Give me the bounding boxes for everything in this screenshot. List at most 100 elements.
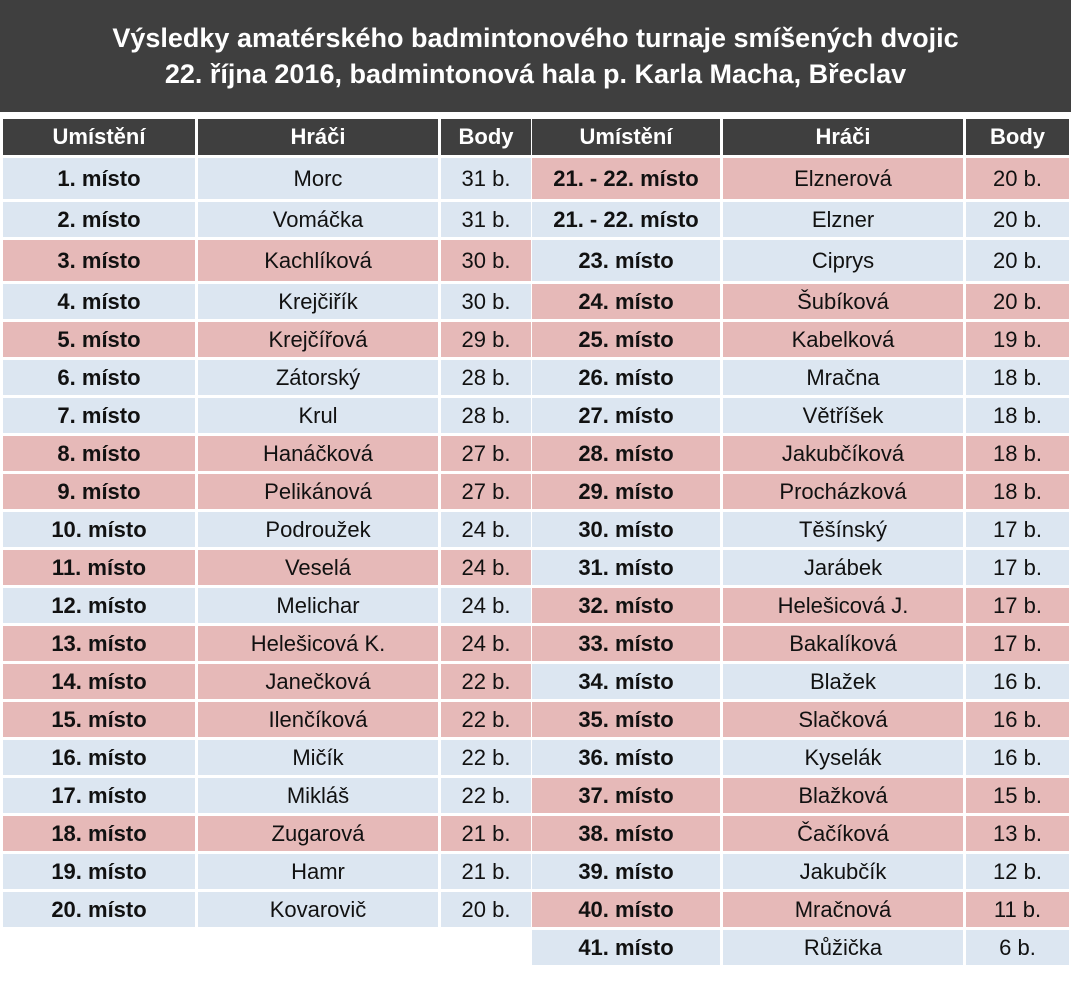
table-row: 18. místo Zugarová 21 b. (3, 813, 531, 851)
table-row: 32. místo Helešicová J. 17 b. (532, 585, 1069, 623)
player-cell: Procházková (720, 471, 963, 509)
player-cell: Ciprys (720, 237, 963, 281)
points-cell: 17 b. (963, 585, 1069, 623)
points-cell: 27 b. (438, 433, 531, 471)
header-place: Umístění (3, 119, 195, 155)
player-cell: Kyselák (720, 737, 963, 775)
points-cell: 31 b. (438, 155, 531, 199)
table-row: 30. místo Těšínský 17 b. (532, 509, 1069, 547)
points-cell: 29 b. (438, 319, 531, 357)
table-row: 36. místo Kyselák 16 b. (532, 737, 1069, 775)
place-cell: 39. místo (532, 851, 720, 889)
place-cell: 5. místo (3, 319, 195, 357)
table-row: 28. místo Jakubčíková 18 b. (532, 433, 1069, 471)
place-cell: 8. místo (3, 433, 195, 471)
place-cell: 32. místo (532, 585, 720, 623)
points-cell: 21 b. (438, 851, 531, 889)
place-cell: 36. místo (532, 737, 720, 775)
player-cell: Pelikánová (195, 471, 438, 509)
place-cell: 25. místo (532, 319, 720, 357)
table-header-row: Umístění Hráči Body (3, 119, 531, 155)
player-cell: Vomáčka (195, 199, 438, 237)
place-cell: 11. místo (3, 547, 195, 585)
table-row: 12. místo Melichar 24 b. (3, 585, 531, 623)
table-row: 6. místo Zátorský 28 b. (3, 357, 531, 395)
place-cell: 30. místo (532, 509, 720, 547)
table-row: 7. místo Krul 28 b. (3, 395, 531, 433)
place-cell: 4. místo (3, 281, 195, 319)
player-cell: Elznerová (720, 155, 963, 199)
place-cell: 6. místo (3, 357, 195, 395)
header-place: Umístění (532, 119, 720, 155)
table-row: 25. místo Kabelková 19 b. (532, 319, 1069, 357)
player-cell: Těšínský (720, 509, 963, 547)
player-cell: Blažek (720, 661, 963, 699)
points-cell: 19 b. (963, 319, 1069, 357)
results-body-right: 21. - 22. místo Elznerová 20 b. 21. - 22. m… (532, 155, 1069, 965)
results-body-left: 1. místo Morc 31 b. 2. místo Vomáčka 31 b. 3. … (3, 155, 531, 927)
place-cell: 28. místo (532, 433, 720, 471)
points-cell: 30 b. (438, 237, 531, 281)
place-cell: 34. místo (532, 661, 720, 699)
table-row: 1. místo Morc 31 b. (3, 155, 531, 199)
player-cell: Mičík (195, 737, 438, 775)
table-row: 37. místo Blažková 15 b. (532, 775, 1069, 813)
table-row: 14. místo Janečková 22 b. (3, 661, 531, 699)
place-cell: 26. místo (532, 357, 720, 395)
player-cell: Elzner (720, 199, 963, 237)
points-cell: 13 b. (963, 813, 1069, 851)
player-cell: Veselá (195, 547, 438, 585)
player-cell: Šubíková (720, 281, 963, 319)
place-cell: 35. místo (532, 699, 720, 737)
place-cell: 38. místo (532, 813, 720, 851)
player-cell: Větříšek (720, 395, 963, 433)
place-cell: 41. místo (532, 927, 720, 965)
points-cell: 11 b. (963, 889, 1069, 927)
player-cell: Helešicová K. (195, 623, 438, 661)
points-cell: 28 b. (438, 357, 531, 395)
place-cell: 37. místo (532, 775, 720, 813)
points-cell: 20 b. (438, 889, 531, 927)
player-cell: Mračna (720, 357, 963, 395)
table-row: 4. místo Krejčiřík 30 b. (3, 281, 531, 319)
points-cell: 27 b. (438, 471, 531, 509)
table-row: 3. místo Kachlíková 30 b. (3, 237, 531, 281)
place-cell: 24. místo (532, 281, 720, 319)
header-points: Body (963, 119, 1069, 155)
place-cell: 17. místo (3, 775, 195, 813)
points-cell: 30 b. (438, 281, 531, 319)
points-cell: 20 b. (963, 155, 1069, 199)
place-cell: 2. místo (3, 199, 195, 237)
place-cell: 20. místo (3, 889, 195, 927)
points-cell: 20 b. (963, 281, 1069, 319)
points-cell: 18 b. (963, 395, 1069, 433)
points-cell: 17 b. (963, 623, 1069, 661)
table-row: 40. místo Mračnová 11 b. (532, 889, 1069, 927)
player-cell: Čačíková (720, 813, 963, 851)
points-cell: 20 b. (963, 199, 1069, 237)
player-cell: Zátorský (195, 357, 438, 395)
place-cell: 31. místo (532, 547, 720, 585)
table-row: 20. místo Kovarovič 20 b. (3, 889, 531, 927)
place-cell: 18. místo (3, 813, 195, 851)
place-cell: 7. místo (3, 395, 195, 433)
player-cell: Podroužek (195, 509, 438, 547)
place-cell: 27. místo (532, 395, 720, 433)
table-row: 11. místo Veselá 24 b. (3, 547, 531, 585)
place-cell: 40. místo (532, 889, 720, 927)
player-cell: Hanáčková (195, 433, 438, 471)
table-row: 21. - 22. místo Elznerová 20 b. (532, 155, 1069, 199)
header-players: Hráči (195, 119, 438, 155)
points-cell: 12 b. (963, 851, 1069, 889)
table-row: 27. místo Větříšek 18 b. (532, 395, 1069, 433)
table-row: 23. místo Ciprys 20 b. (532, 237, 1069, 281)
player-cell: Jakubčíková (720, 433, 963, 471)
player-cell: Janečková (195, 661, 438, 699)
place-cell: 3. místo (3, 237, 195, 281)
player-cell: Bakalíková (720, 623, 963, 661)
points-cell: 22 b. (438, 775, 531, 813)
place-cell: 29. místo (532, 471, 720, 509)
points-cell: 22 b. (438, 661, 531, 699)
player-cell: Mikláš (195, 775, 438, 813)
points-cell: 17 b. (963, 509, 1069, 547)
